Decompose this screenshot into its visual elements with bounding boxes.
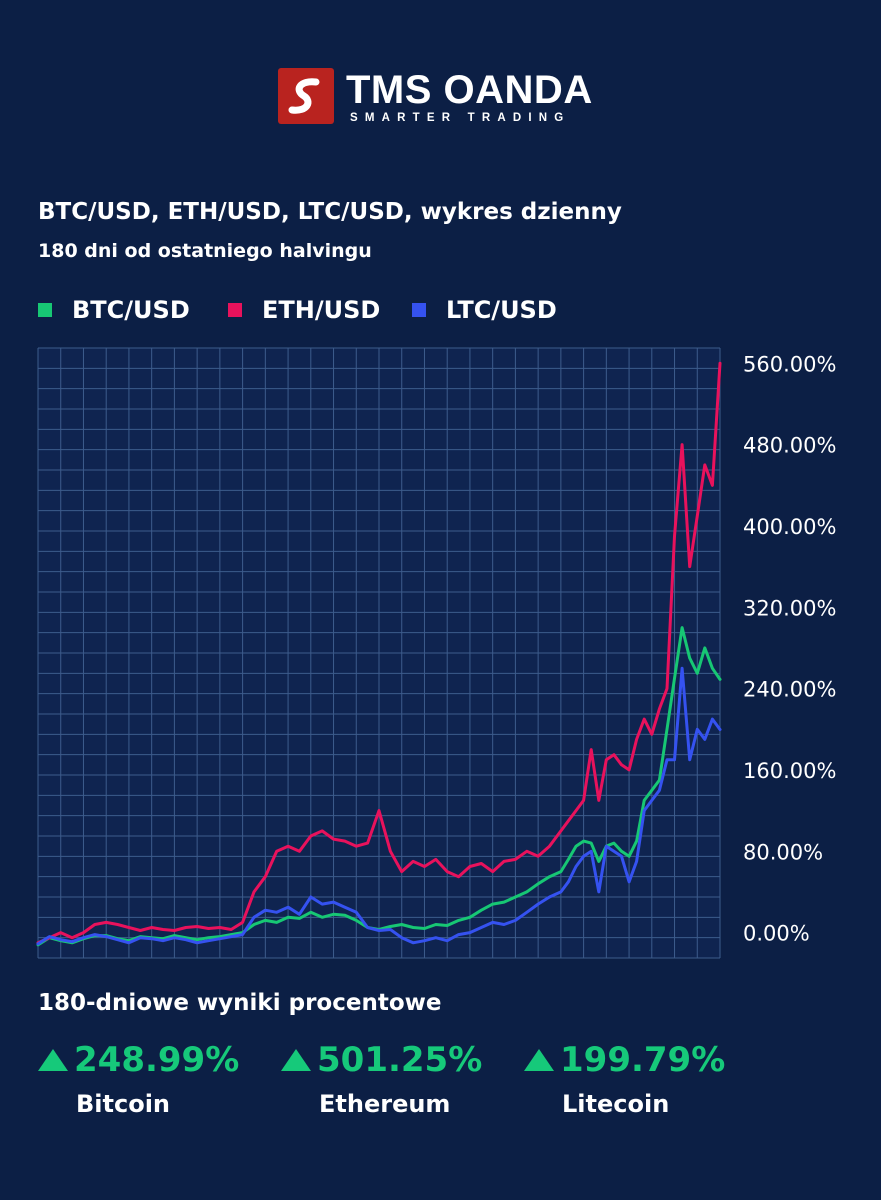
chart-title: BTC/USD, ETH/USD, LTC/USD, wykres dzienn… <box>38 199 622 225</box>
series-lines <box>36 361 722 947</box>
y-axis-ticks: 0.00% 80.00% 160.00% 240.00% 320.00% 400.00% 4… <box>743 352 836 945</box>
legend-item-eth: ETH/USD <box>228 296 380 324</box>
legend-label-ltc: LTC/USD <box>446 296 557 324</box>
results-title: 180-dniowe wyniki procentowe <box>38 990 442 1016</box>
up-arrow-icon <box>524 1049 554 1071</box>
brand-logo: TMS OANDA SMARTER TRADING <box>278 68 608 126</box>
y-tick-label: 320.00% <box>743 596 836 620</box>
legend-swatch-ltc <box>412 303 426 317</box>
result-value: 501.25% <box>317 1040 483 1080</box>
series-line-btc <box>36 626 722 947</box>
legend-label-eth: ETH/USD <box>262 296 381 324</box>
result-value: 248.99% <box>74 1040 240 1080</box>
brand-mark-icon <box>278 68 334 124</box>
chart-subtitle: 180 dni od ostatniego halvingu <box>38 240 372 262</box>
y-tick-label: 160.00% <box>743 759 836 783</box>
y-tick-label: 480.00% <box>743 434 836 458</box>
brand-tagline: SMARTER TRADING <box>350 112 571 124</box>
legend-label-btc: BTC/USD <box>72 296 190 324</box>
brand-name: TMS OANDA <box>346 68 593 112</box>
result-name: Litecoin <box>562 1090 670 1118</box>
series-line-ltc <box>36 666 722 946</box>
up-arrow-icon <box>281 1049 311 1071</box>
legend-item-btc: BTC/USD <box>38 296 190 324</box>
result-ethereum: 501.25% Ethereum <box>281 1040 511 1118</box>
result-litecoin: 199.79% Litecoin <box>524 1040 754 1118</box>
result-name: Bitcoin <box>76 1090 171 1118</box>
y-tick-label: 560.00% <box>743 352 836 376</box>
legend-swatch-btc <box>38 303 52 317</box>
up-arrow-icon <box>38 1049 68 1071</box>
y-tick-label: 240.00% <box>743 678 836 702</box>
result-value: 199.79% <box>560 1040 726 1080</box>
y-tick-label: 80.00% <box>743 840 823 864</box>
y-tick-label: 0.00% <box>743 922 810 946</box>
line-chart: 0.00% 80.00% 160.00% 240.00% 320.00% 400.00% 4… <box>36 347 836 959</box>
series-line-eth <box>36 361 722 945</box>
y-tick-label: 400.00% <box>743 515 836 539</box>
legend-item-ltc: LTC/USD <box>412 296 557 324</box>
result-bitcoin: 248.99% Bitcoin <box>38 1040 268 1118</box>
legend-swatch-eth <box>228 303 242 317</box>
result-name: Ethereum <box>319 1090 451 1118</box>
